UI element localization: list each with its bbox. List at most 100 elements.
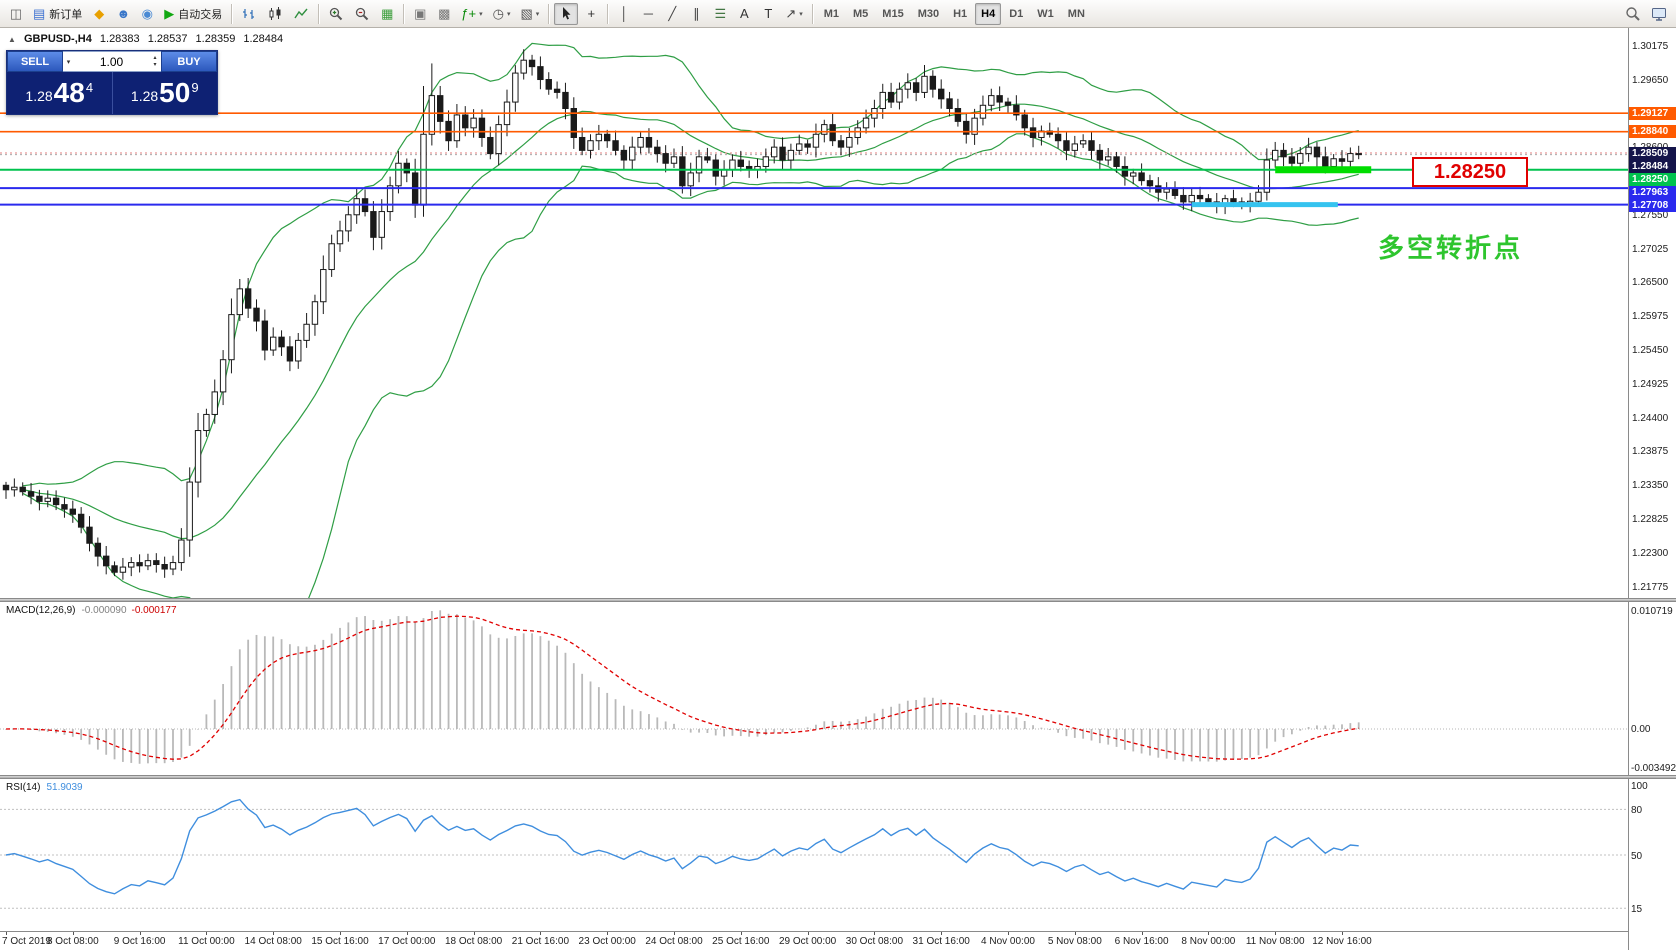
rsi-panel-divider[interactable] — [0, 775, 1676, 779]
channel-tool[interactable]: ∥ — [685, 3, 707, 25]
candle-body — [612, 140, 619, 151]
tf-d1[interactable]: D1 — [1003, 3, 1029, 25]
candle-body — [61, 504, 68, 510]
rsi-indicator-canvas[interactable] — [0, 779, 1628, 931]
arrows-tool[interactable]: ↗ ▾ — [781, 3, 806, 25]
time-axis-tick — [406, 932, 408, 935]
volume-down-icon[interactable]: ▾ — [153, 61, 157, 68]
tf-m1[interactable]: M1 — [818, 3, 845, 25]
trendline-tool[interactable]: ╱ — [661, 3, 683, 25]
zoom-in[interactable] — [324, 3, 348, 25]
macd-panel-divider[interactable] — [0, 598, 1676, 602]
terminal[interactable] — [1647, 3, 1671, 25]
candle-body — [1029, 127, 1037, 138]
candle-body — [228, 314, 235, 361]
community[interactable]: ☻ — [112, 3, 134, 25]
macd-histogram-bar — [1240, 728, 1243, 759]
label-tool[interactable]: T — [757, 3, 779, 25]
candle-body — [19, 486, 26, 493]
arrange-windows[interactable]: ▩ — [433, 3, 455, 25]
tf-mn[interactable]: MN — [1062, 3, 1091, 25]
sell-button[interactable]: SELL — [7, 51, 63, 72]
price-axis[interactable]: 1.301751.296501.291251.286001.280751.275… — [1628, 28, 1676, 950]
tf-w1[interactable]: W1 — [1031, 3, 1060, 25]
price-callout-box[interactable]: 1.28250 — [1412, 157, 1528, 187]
horizontal-line-tool[interactable]: ─ — [637, 3, 659, 25]
time-axis-label: 8 Oct 08:00 — [46, 936, 99, 947]
volume-up-icon[interactable]: ▴ — [153, 54, 157, 61]
zoom-out[interactable] — [350, 3, 374, 25]
tf-m30[interactable]: M30 — [912, 3, 945, 25]
volume-dropdown-icon[interactable]: ▾ — [66, 58, 71, 66]
candle-body — [336, 230, 344, 245]
candlestick-chart[interactable] — [263, 3, 287, 25]
candle-body — [1355, 153, 1362, 156]
tf-h1-label: H1 — [953, 7, 968, 20]
candle-body — [1305, 146, 1312, 155]
volume-input[interactable] — [74, 54, 149, 69]
sell-price[interactable]: 1.28 48 4 — [25, 77, 94, 108]
text-tool[interactable]: A — [733, 3, 755, 25]
time-axis[interactable]: 7 Oct 2019 8 Oct 08:00 9 Oct 16:00 11 Oct 0… — [0, 931, 1628, 950]
price-tag-1.28509: 1.28509 — [1629, 146, 1676, 160]
macd-histogram-bar — [497, 637, 500, 729]
time-axis-tick — [273, 932, 275, 935]
tile-windows[interactable]: ▦ — [376, 3, 398, 25]
cascade-windows[interactable]: ▣ — [409, 3, 431, 25]
line-chart[interactable] — [289, 3, 313, 25]
macd-histogram-bar — [1115, 728, 1118, 747]
market-watch[interactable]: ◆ — [88, 3, 110, 25]
candle-body — [1330, 158, 1337, 167]
candle-body — [954, 108, 962, 122]
tf-m15[interactable]: M15 — [876, 3, 909, 25]
time-axis-label: 18 Oct 08:00 — [444, 936, 503, 947]
candle-body — [537, 66, 544, 81]
annotation-text[interactable]: 多空转折点 — [1378, 233, 1524, 263]
bar-chart[interactable] — [237, 3, 261, 25]
macd-histogram-bar — [489, 634, 492, 729]
macd-histogram-bar — [1299, 728, 1302, 731]
candle-body — [320, 269, 327, 303]
candle-body — [979, 104, 987, 119]
cursor[interactable] — [554, 2, 579, 25]
macd-histogram-bar — [940, 699, 943, 729]
price-chart-canvas[interactable] — [0, 28, 1628, 598]
macd-histogram-bar — [213, 699, 216, 729]
support[interactable]: ◉ — [136, 3, 158, 25]
indicators-list[interactable]: ƒ+ ▾ — [457, 3, 486, 25]
macd-axis-label: 0.00 — [1631, 723, 1651, 735]
new-chart[interactable]: ◫ — [5, 3, 27, 25]
toolbar-group-right — [1620, 3, 1672, 25]
tf-h4[interactable]: H4 — [975, 2, 1002, 25]
tf-m5[interactable]: M5 — [847, 3, 874, 25]
macd-histogram-bar — [1124, 728, 1126, 750]
candle-body — [887, 91, 895, 103]
candle-body — [286, 346, 294, 362]
rsi-axis-label: 50 — [1631, 851, 1643, 862]
buy-button[interactable]: BUY — [161, 51, 217, 72]
macd-histogram-bar — [589, 681, 592, 729]
fibonacci-tool[interactable]: ☰ — [709, 3, 731, 25]
macd-indicator-canvas[interactable] — [0, 602, 1628, 775]
price-tag-1.27963: 1.27963 — [1629, 186, 1676, 200]
candle-body — [1196, 194, 1204, 200]
clock-icon: ◷ — [492, 6, 504, 21]
time-axis-tick — [1275, 932, 1277, 935]
macd-histogram-bar — [472, 620, 475, 729]
tf-h1[interactable]: H1 — [947, 3, 973, 25]
new-order[interactable]: ▤ 新订单 — [29, 3, 86, 25]
crosshair[interactable]: + — [580, 3, 602, 25]
templates-menu[interactable]: ▧ ▾ — [517, 3, 544, 25]
periods-menu[interactable]: ◷ ▾ — [489, 3, 515, 25]
vertical-line-tool[interactable]: │ — [613, 3, 635, 25]
dropdown-caret-icon: ▾ — [479, 10, 483, 18]
auto-trading[interactable]: ▶ 自动交易 — [160, 3, 226, 25]
time-axis-label: 11 Nov 08:00 — [1245, 936, 1305, 947]
textA-icon: A — [739, 6, 749, 21]
candle-body — [453, 114, 461, 142]
collapse-panel-icon[interactable]: ▲ — [8, 35, 16, 44]
buy-price[interactable]: 1.28 50 9 — [130, 77, 199, 108]
candle-body — [662, 153, 669, 164]
search[interactable] — [1621, 3, 1645, 25]
macd-histogram-bar — [1032, 725, 1034, 729]
